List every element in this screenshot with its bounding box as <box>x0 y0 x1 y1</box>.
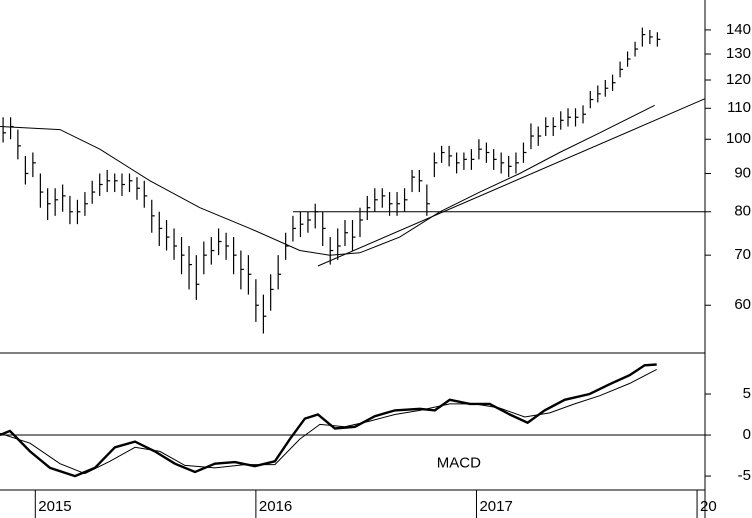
y-tick-label: 110 <box>727 99 751 116</box>
panel-label: MACD <box>437 455 481 472</box>
y-tick-label: 80 <box>734 203 751 220</box>
y-tick-label: 60 <box>734 296 751 313</box>
y-tick-label: 130 <box>726 45 751 62</box>
x-tick-label: 2015 <box>38 498 71 515</box>
y-tick-label: 0 <box>743 426 751 443</box>
y-tick-label: -5 <box>738 467 751 484</box>
line <box>0 368 657 475</box>
y-tick-label: 120 <box>726 71 751 88</box>
y-tick-label: 70 <box>734 246 751 263</box>
line <box>317 98 706 267</box>
y-tick-label: 140 <box>726 21 751 38</box>
y-tick-label: 90 <box>734 164 751 181</box>
line <box>0 363 657 478</box>
x-tick-label: 2016 <box>259 498 292 515</box>
x-tick-label: 20 <box>700 498 717 515</box>
x-tick-label: 2017 <box>479 498 512 515</box>
y-tick-label: 5 <box>743 385 751 402</box>
y-tick-label: 100 <box>726 130 751 147</box>
